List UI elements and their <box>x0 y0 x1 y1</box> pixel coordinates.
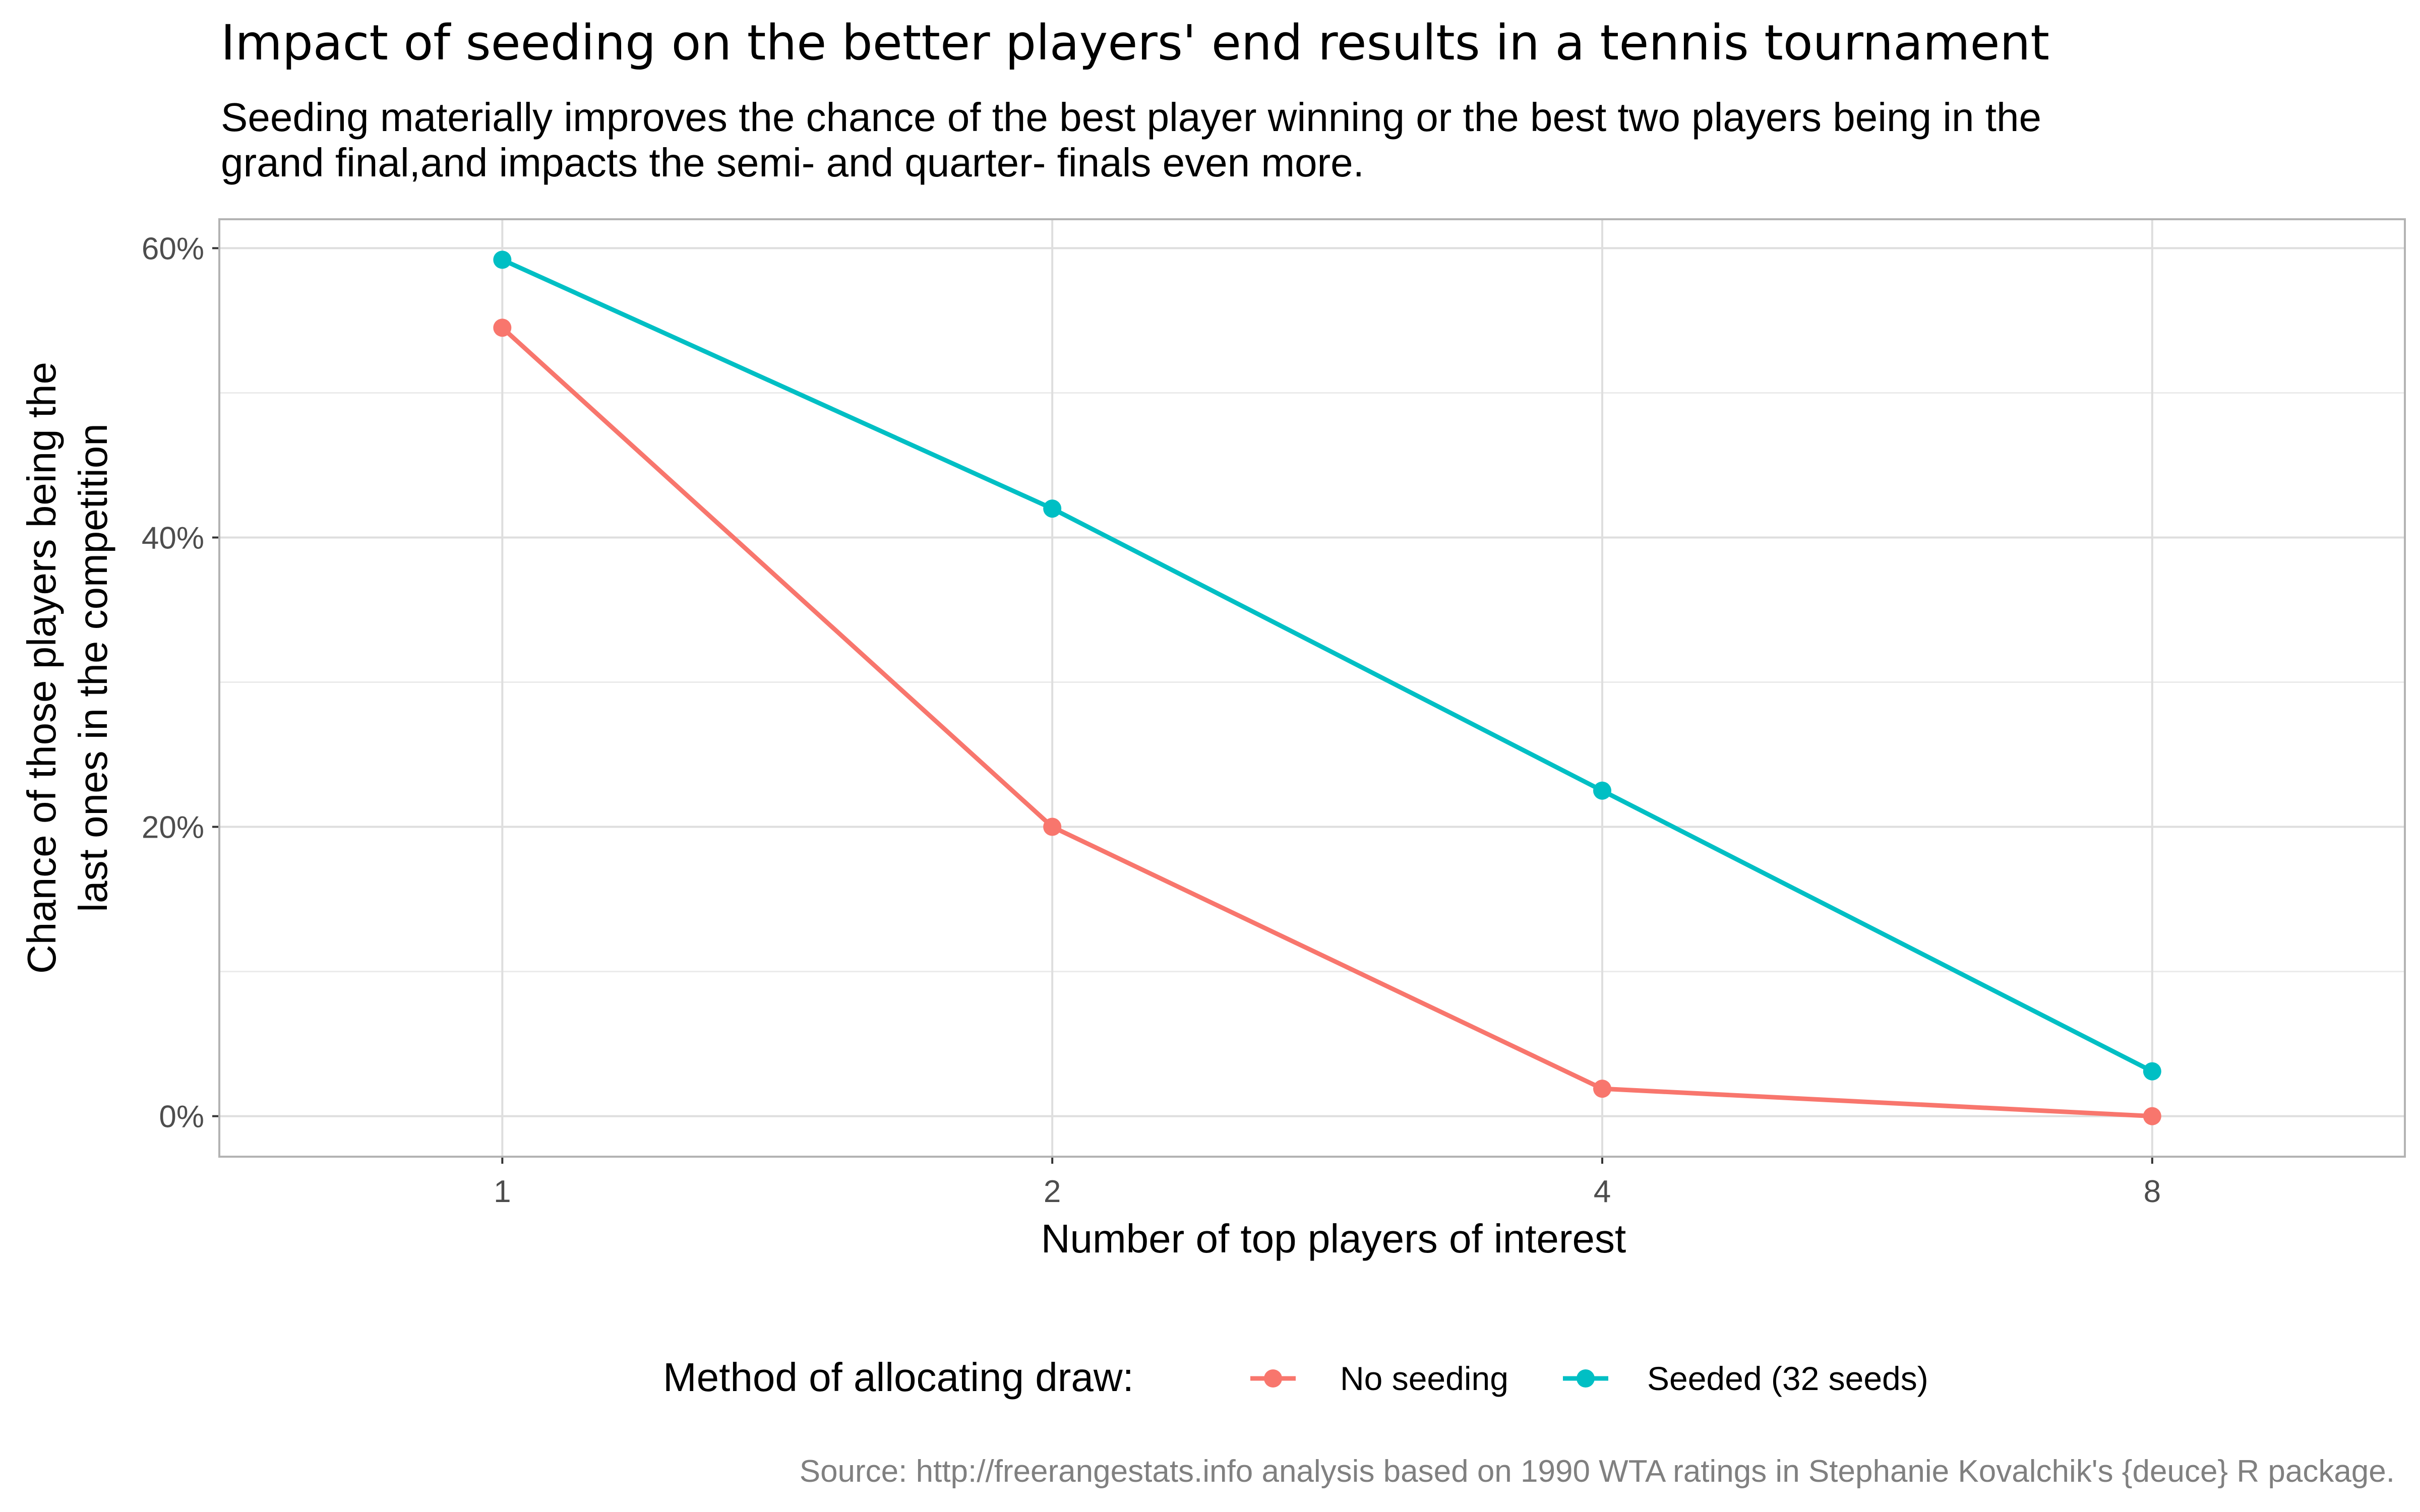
x-tick-label: 8 <box>2144 1174 2161 1209</box>
legend-title: Method of allocating draw: <box>663 1355 1134 1400</box>
y-tick-label: 60% <box>142 231 204 266</box>
y-tick-label: 40% <box>142 521 204 555</box>
series-line-no-seeding <box>501 326 2153 1119</box>
data-point-no-seeding <box>2143 1107 2161 1125</box>
data-point-no-seeding <box>1593 1080 1611 1098</box>
legend-label-no-seeding: No seeding <box>1340 1360 1508 1397</box>
data-point-seeded-32-seeds <box>1043 499 1062 518</box>
data-point-seeded-32-seeds <box>2143 1062 2161 1081</box>
legend-label-seeded: Seeded (32 seeds) <box>1647 1360 1928 1397</box>
plot-area: 0% 20% 40% 60% 1 2 4 8 <box>142 218 2406 1209</box>
data-point-no-seeding <box>1043 817 1062 836</box>
x-axis-title: Number of top players of interest <box>1041 1216 1626 1261</box>
panel-border <box>218 218 2406 1158</box>
data-point-no-seeding <box>493 319 512 337</box>
data-point-seeded-32-seeds <box>1593 781 1611 800</box>
legend: Method of allocating draw: No seeding Se… <box>663 1355 1928 1400</box>
x-tick-label: 2 <box>1044 1174 1061 1209</box>
y-tick-label: 20% <box>142 810 204 845</box>
chart-subtitle-line-1: Seeding materially improves the chance o… <box>221 95 2041 140</box>
x-tick-label: 1 <box>494 1174 511 1209</box>
x-tick-label: 4 <box>1594 1174 1611 1209</box>
y-axis-title-line-2: last ones in the competition <box>71 423 115 912</box>
legend-key-no-seeding-point <box>1264 1369 1282 1388</box>
chart-title: Impact of seeding on the better players'… <box>221 15 2049 71</box>
y-axis-title-line-1: Chance of those players being the <box>19 362 64 974</box>
chart-caption: Source: http://freerangestats.info analy… <box>800 1454 2395 1489</box>
chart-subtitle-line-2: grand final,and impacts the semi- and qu… <box>221 140 1364 185</box>
y-tick-label: 0% <box>159 1100 204 1135</box>
series-line-seeded-32-seeds <box>501 258 2153 1074</box>
legend-key-seeded-point <box>1577 1369 1595 1388</box>
data-point-seeded-32-seeds <box>493 250 512 269</box>
